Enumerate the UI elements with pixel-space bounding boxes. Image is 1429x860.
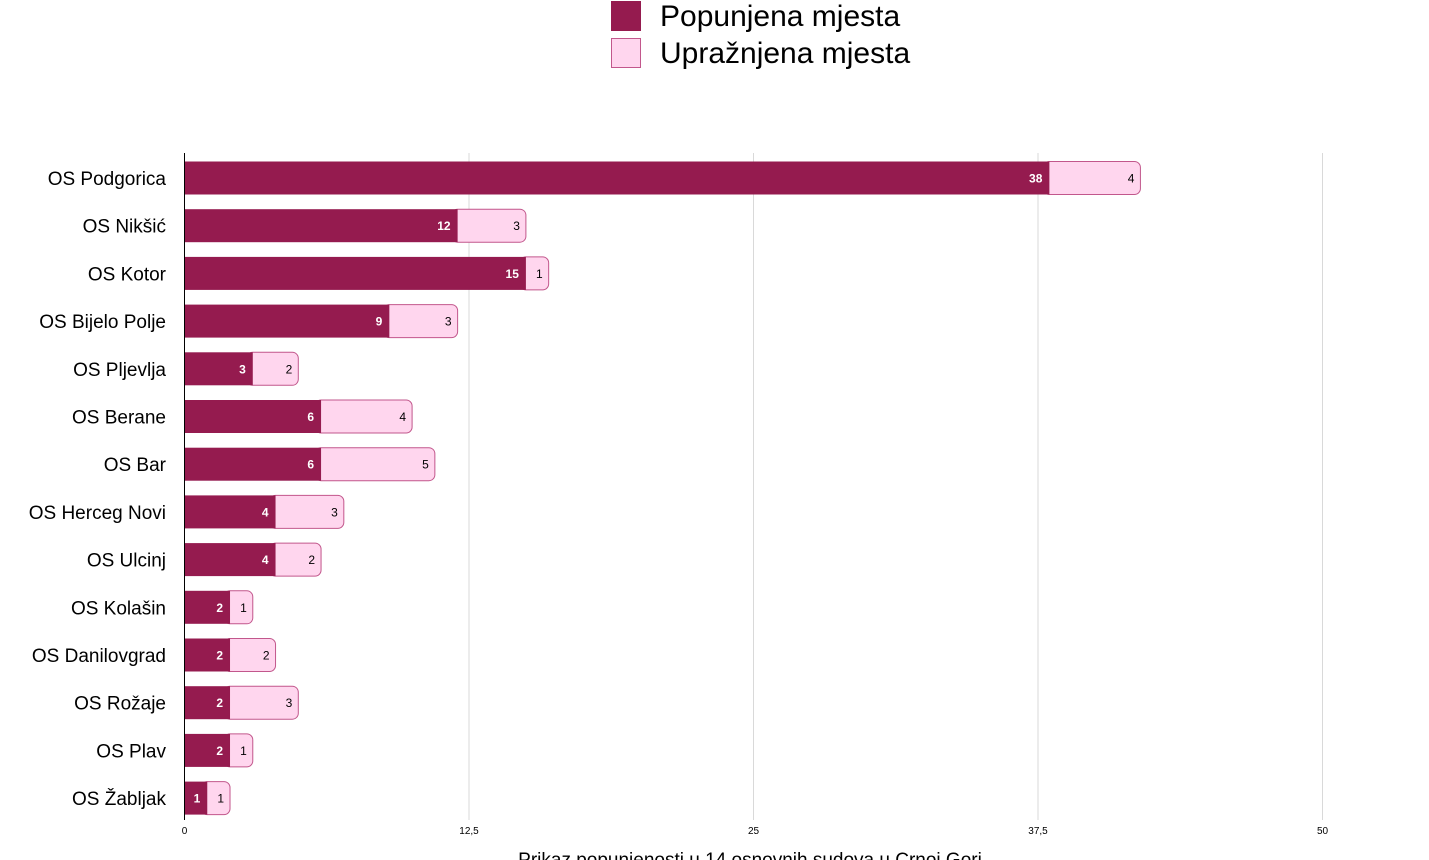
bar-filled-value: 4 [262, 505, 269, 519]
bar-vacant-value: 1 [240, 601, 247, 615]
category-label: OS Rožaje [74, 694, 166, 715]
bar-filled [184, 209, 458, 243]
x-tick-label: 37,5 [1028, 826, 1048, 837]
bars: 38 412 315 19 33 26 46 54 34 22 12 22 32 11 1 [184, 161, 1141, 816]
x-tick-label: 25 [748, 826, 760, 837]
bar-vacant [314, 399, 413, 434]
category-label: OS Herceg Novi [29, 503, 166, 524]
bar-filled-value: 15 [506, 267, 520, 281]
bar-filled [184, 400, 322, 433]
bar-filled [184, 543, 276, 577]
bar-filled [184, 304, 390, 338]
bar-vacant-value: 2 [308, 553, 315, 567]
bar-vacant-value: 2 [263, 649, 270, 663]
bar-filled-value: 38 [1029, 172, 1043, 186]
bar-filled [184, 495, 276, 529]
bar-filled-value: 3 [239, 362, 246, 376]
bar-vacant-value: 3 [445, 315, 452, 329]
bar-filled-value: 6 [307, 458, 314, 472]
bar-vacant-value: 3 [286, 696, 293, 710]
bar-vacant-value: 1 [240, 744, 247, 758]
category-label: OS Kotor [88, 264, 167, 285]
legend-swatch-filled [611, 1, 641, 31]
category-label: OS Danilovgrad [32, 646, 166, 667]
bar-vacant-value: 1 [536, 267, 543, 281]
bar-filled [184, 447, 322, 481]
category-label: OS Bijelo Polje [39, 312, 166, 333]
x-tick-label: 50 [1317, 826, 1329, 837]
bar-vacant [1042, 161, 1141, 195]
bar-filled [184, 352, 253, 386]
legend-swatch-vacant [611, 38, 641, 68]
bar-vacant-value: 3 [331, 505, 338, 519]
bar-vacant-value: 1 [217, 792, 224, 806]
bar-filled-value: 12 [437, 219, 451, 233]
bar-filled-value: 2 [216, 744, 223, 758]
x-axis-title: Prikaz popunjenosti u 14 osnovnih sudova… [518, 850, 982, 860]
bar-vacant-value: 3 [513, 219, 520, 233]
bar-filled-value: 6 [307, 410, 314, 424]
grid-lines [468, 153, 1323, 820]
bar-filled-value: 2 [216, 696, 223, 710]
bar-vacant-value: 5 [422, 458, 429, 472]
category-label: OS Pljevlja [73, 360, 166, 381]
legend-label-filled: Popunjena mjesta [660, 0, 901, 33]
bar-filled [184, 638, 231, 672]
category-label: OS Plav [96, 741, 166, 762]
bar-vacant-value: 4 [399, 410, 406, 424]
category-labels: OS Podgorica OS Nikšić OS Kotor OS Bijelo P… [29, 169, 167, 810]
x-tick-label: 12,5 [459, 826, 479, 837]
x-axis-ticks: 0 12,5 25 37,5 50 [182, 826, 1329, 837]
category-label: OS Berane [72, 408, 166, 429]
bar-vacant-value: 2 [286, 362, 293, 376]
bar-filled-value: 1 [194, 792, 201, 806]
bar-filled [184, 733, 231, 767]
bar-filled-value: 2 [216, 601, 223, 615]
bar-filled-value: 4 [262, 553, 269, 567]
category-label: OS Nikšić [83, 217, 166, 238]
category-label: OS Kolašin [71, 598, 166, 619]
category-label: OS Podgorica [48, 169, 167, 190]
bar-filled [184, 161, 1050, 195]
bar-filled [184, 590, 231, 624]
x-tick-label: 0 [182, 826, 188, 837]
category-label: OS Bar [104, 455, 167, 476]
bar-filled [184, 686, 231, 720]
category-label: OS Ulcinj [87, 551, 166, 572]
bar-filled-value: 2 [216, 649, 223, 663]
bar-filled [184, 781, 208, 815]
bar-filled [184, 256, 526, 290]
bar-vacant [314, 447, 436, 482]
bar-filled-value: 9 [376, 315, 383, 329]
category-label: OS Žabljak [72, 788, 166, 810]
legend-label-vacant: Upražnjena mjesta [660, 37, 911, 70]
bar-vacant-value: 4 [1128, 172, 1135, 186]
